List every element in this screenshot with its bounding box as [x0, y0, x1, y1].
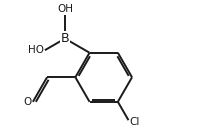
Text: OH: OH	[57, 4, 73, 14]
Text: HO: HO	[27, 45, 44, 55]
Text: O: O	[23, 97, 32, 107]
Text: B: B	[61, 32, 69, 45]
Text: Cl: Cl	[130, 116, 140, 127]
